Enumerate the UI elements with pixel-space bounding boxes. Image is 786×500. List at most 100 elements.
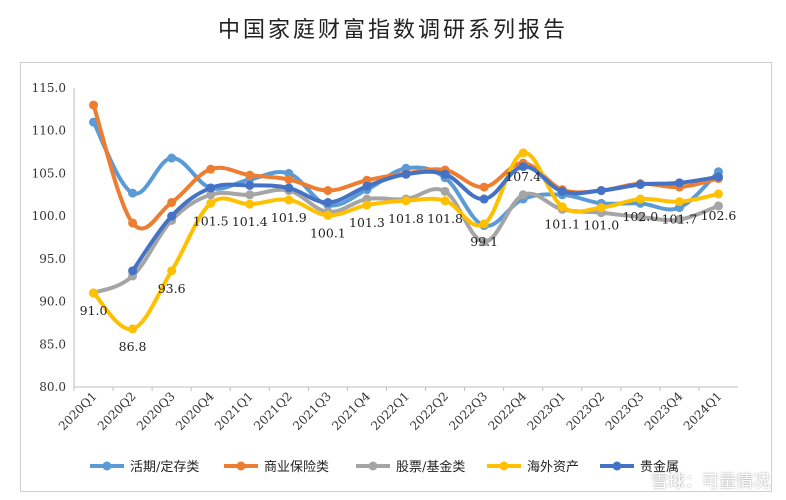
data-point xyxy=(128,218,138,228)
data-point xyxy=(401,169,411,179)
data-point xyxy=(401,196,411,206)
legend-swatch-marker xyxy=(368,461,378,471)
data-point xyxy=(167,266,177,276)
data-point xyxy=(206,183,216,193)
y-tick-label: 100.0 xyxy=(32,209,66,223)
x-tick-label: 2022Q3 xyxy=(446,389,490,433)
data-label: 101.8 xyxy=(388,211,424,226)
legend-label: 商业保险类 xyxy=(264,460,329,475)
data-point xyxy=(206,164,216,174)
chart-series xyxy=(89,100,723,334)
legend-swatch-marker xyxy=(236,461,246,471)
chart-frame xyxy=(20,62,772,492)
data-point xyxy=(713,189,723,199)
x-tick-label: 2024Q1 xyxy=(681,389,725,433)
legend-label: 活期/定存类 xyxy=(130,460,199,475)
x-tick-label: 2023Q1 xyxy=(525,389,569,433)
data-point xyxy=(89,100,99,110)
data-point xyxy=(479,182,489,192)
data-point xyxy=(440,169,450,179)
data-point xyxy=(245,190,255,200)
data-point xyxy=(89,117,99,127)
legend-label: 贵金属 xyxy=(640,459,679,475)
x-tick-label: 2021Q1 xyxy=(212,389,256,433)
data-label: 86.8 xyxy=(119,339,147,354)
x-tick-label: 2020Q3 xyxy=(134,389,178,433)
chart-axes: 80.0 85.0 90.0 95.0 100.0 105.0 110.0 115.0 2020… xyxy=(32,81,738,433)
data-point xyxy=(128,266,138,276)
x-tick-label: 2021Q3 xyxy=(290,389,334,433)
legend-item: 商业保险类 xyxy=(224,460,329,475)
legend-swatch-marker xyxy=(499,461,509,471)
data-point xyxy=(245,170,255,180)
data-point xyxy=(674,178,684,188)
y-tick-label: 90.0 xyxy=(39,295,66,309)
data-point xyxy=(596,186,606,196)
data-point xyxy=(323,197,333,207)
data-label: 101.7 xyxy=(662,212,698,227)
data-label: 91.0 xyxy=(80,303,108,318)
data-point xyxy=(167,153,177,163)
data-point xyxy=(635,180,645,190)
data-point xyxy=(245,199,255,209)
data-point xyxy=(284,195,294,205)
x-tick-label: 2022Q4 xyxy=(485,389,529,433)
legend-label: 股票/基金类 xyxy=(396,459,465,475)
legend-swatch-marker xyxy=(102,461,112,471)
x-tick-label: 2023Q2 xyxy=(564,389,608,433)
data-label: 93.6 xyxy=(158,281,186,296)
data-point xyxy=(596,203,606,213)
data-point xyxy=(440,186,450,196)
data-label: 101.9 xyxy=(271,210,307,225)
y-tick-label: 115.0 xyxy=(32,81,66,95)
data-point xyxy=(323,210,333,220)
data-point xyxy=(206,198,216,208)
y-tick-label: 105.0 xyxy=(32,166,66,180)
data-label: 101.0 xyxy=(583,218,619,233)
data-label: 99.1 xyxy=(470,234,498,249)
legend-item: 股票/基金类 xyxy=(356,459,465,475)
data-point xyxy=(479,219,489,229)
y-tick-label: 80.0 xyxy=(39,380,66,394)
data-point xyxy=(245,180,255,190)
data-point xyxy=(362,200,372,210)
data-point xyxy=(284,174,294,184)
x-tick-label: 2020Q4 xyxy=(173,389,217,433)
legend-item: 海外资产 xyxy=(487,460,579,475)
data-label: 100.1 xyxy=(310,225,346,240)
legend-swatch-marker xyxy=(612,461,622,471)
data-point xyxy=(89,288,99,298)
data-label: 102.0 xyxy=(622,209,658,224)
data-point xyxy=(128,188,138,198)
series-line xyxy=(91,150,721,331)
data-label: 101.3 xyxy=(349,215,385,230)
data-point xyxy=(635,212,645,222)
legend-item: 贵金属 xyxy=(600,459,679,475)
data-label: 107.4 xyxy=(505,169,541,184)
x-tick-label: 2022Q1 xyxy=(368,389,412,433)
data-point xyxy=(674,197,684,207)
data-label: 101.5 xyxy=(193,213,229,228)
x-tick-label: 2020Q2 xyxy=(95,389,139,433)
data-point xyxy=(284,183,294,193)
chart-title: 中国家庭财富指数调研系列报告 xyxy=(217,18,568,43)
legend-label: 海外资产 xyxy=(527,460,579,475)
data-point xyxy=(518,148,528,158)
data-label: 102.6 xyxy=(701,208,737,223)
x-tick-label: 2021Q2 xyxy=(251,389,295,433)
chart-legend: 活期/定存类 商业保险类 股票/基金类 海外资产 贵金属 xyxy=(90,459,679,475)
y-tick-label: 85.0 xyxy=(39,337,66,351)
data-point xyxy=(713,172,723,182)
x-tick-label: 2021Q4 xyxy=(329,389,373,433)
series-line xyxy=(130,164,721,273)
data-point xyxy=(518,162,528,172)
data-point xyxy=(323,186,333,196)
x-tick-label: 2022Q2 xyxy=(407,389,451,433)
x-tick-label: 2023Q3 xyxy=(603,389,647,433)
data-point xyxy=(713,201,723,211)
data-point xyxy=(557,186,567,196)
data-point xyxy=(479,237,489,247)
x-tick-label: 2020Q1 xyxy=(56,389,100,433)
data-label: 101.1 xyxy=(544,217,580,232)
